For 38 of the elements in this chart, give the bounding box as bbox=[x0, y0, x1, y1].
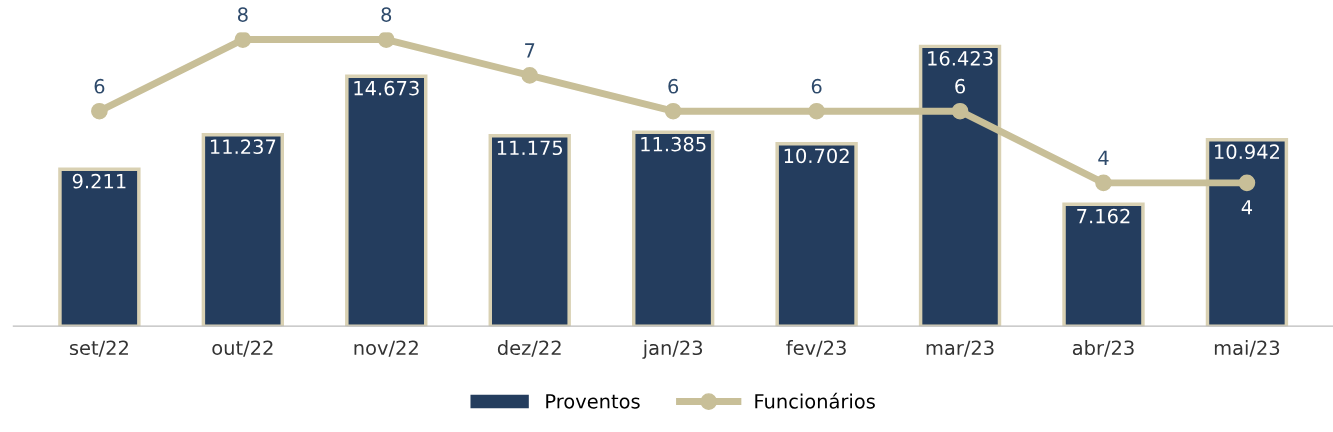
data-label: 10.702 bbox=[784, 148, 849, 164]
x-tick-label: set/22 bbox=[69, 340, 128, 357]
x-tick-label: mar/23 bbox=[926, 340, 994, 357]
point bbox=[234, 32, 252, 48]
legend-label: Funcionários bbox=[755, 392, 875, 409]
data-label: 4 bbox=[1098, 150, 1109, 165]
data-label: 16.423 bbox=[928, 50, 993, 66]
x-tick-label: fev/23 bbox=[786, 340, 846, 357]
data-label: 4 bbox=[1241, 200, 1253, 215]
data-label: 10.942 bbox=[1215, 144, 1280, 160]
x-tick-label: dez/22 bbox=[497, 340, 561, 357]
data-label: 9.211 bbox=[72, 173, 126, 189]
legend-label: Proventos bbox=[546, 394, 640, 409]
point bbox=[951, 102, 969, 120]
x-tick-label: mai/23 bbox=[1214, 340, 1280, 357]
x-tick-label: abr/23 bbox=[1072, 340, 1134, 357]
point bbox=[1238, 174, 1256, 192]
data-label: 8 bbox=[237, 7, 248, 22]
point bbox=[1095, 174, 1112, 192]
x-tick-label: nov/22 bbox=[354, 340, 418, 357]
data-label: 6 bbox=[811, 78, 822, 94]
point bbox=[664, 102, 682, 120]
data-label: 11.175 bbox=[497, 140, 563, 156]
data-label: 14.673 bbox=[354, 80, 419, 96]
data-label: 6 bbox=[668, 78, 679, 94]
data-label: 7.162 bbox=[1077, 208, 1130, 224]
point bbox=[808, 102, 825, 120]
data-label: 6 bbox=[955, 78, 966, 94]
point bbox=[91, 102, 108, 120]
data-label: 7 bbox=[525, 43, 535, 58]
point bbox=[377, 32, 395, 48]
data-label: 6 bbox=[94, 78, 105, 94]
data-label: 8 bbox=[381, 7, 392, 22]
x-tick-label: out/22 bbox=[212, 340, 273, 357]
data-label: 11.385 bbox=[641, 136, 706, 152]
point bbox=[521, 67, 539, 84]
x-tick-label: jan/23 bbox=[642, 340, 703, 359]
data-label: 11.237 bbox=[210, 139, 276, 155]
